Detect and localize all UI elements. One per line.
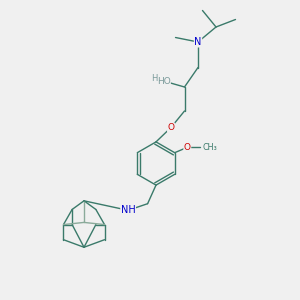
Text: O: O xyxy=(184,143,191,152)
Text: N: N xyxy=(194,37,202,47)
Text: H: H xyxy=(151,74,158,82)
Text: NH: NH xyxy=(121,205,136,215)
Text: CH₃: CH₃ xyxy=(202,143,217,152)
Text: O: O xyxy=(167,123,175,132)
Text: HO: HO xyxy=(157,76,170,85)
